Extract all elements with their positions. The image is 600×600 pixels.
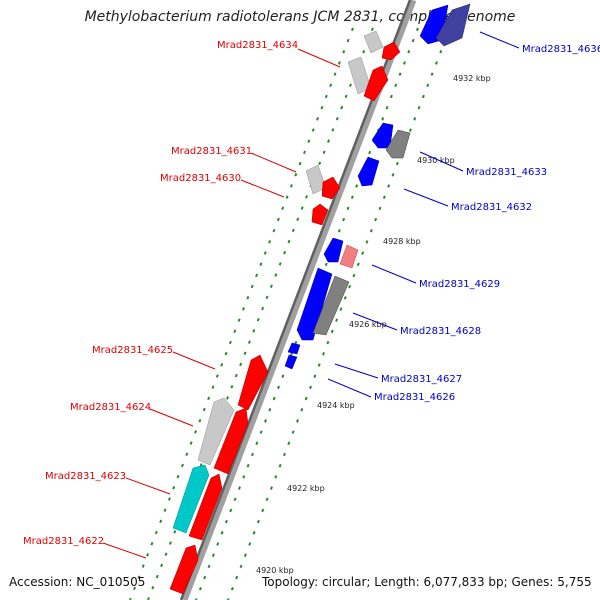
accession-text: Accession: NC_010505 [9, 575, 146, 589]
leader-4629 [371, 264, 417, 284]
gene-label-4629[interactable]: Mrad2831_4629 [419, 279, 500, 290]
leader-4634 [297, 48, 341, 68]
gene-block-4629a[interactable] [323, 237, 344, 263]
gene-label-4632[interactable]: Mrad2831_4632 [451, 202, 532, 213]
leader-4626 [327, 378, 372, 398]
gene-label-4626[interactable]: Mrad2831_4626 [374, 392, 455, 403]
gene-label-4636[interactable]: Mrad2831_4636 [522, 44, 600, 55]
gene-block-4623b[interactable] [188, 473, 223, 541]
gene-block-4632[interactable] [357, 156, 380, 187]
scale-label: 4922 kbp [287, 484, 325, 493]
gene-label-4627[interactable]: Mrad2831_4627 [381, 374, 462, 385]
gene-labels: Mrad2831_4634 Mrad2831_4636 Mrad2831_463… [23, 40, 600, 547]
scale-label: 4930 kbp [417, 156, 455, 165]
gene-label-4625[interactable]: Mrad2831_4625 [92, 345, 173, 356]
gene-label-4622[interactable]: Mrad2831_4622 [23, 536, 104, 547]
gene-label-4630[interactable]: Mrad2831_4630 [160, 173, 241, 184]
gene-block-4634a[interactable] [363, 30, 384, 54]
leader-4633 [419, 151, 464, 172]
leader-4623 [125, 477, 171, 495]
scale-label: 4932 kbp [453, 74, 491, 83]
gene-block-4629[interactable] [339, 244, 359, 269]
gene-block-4628a[interactable] [296, 267, 333, 341]
gene-block-4634b[interactable] [381, 41, 401, 61]
scale-label: 4924 kbp [317, 401, 355, 410]
leader-4625 [172, 351, 216, 370]
gene-block-4623[interactable] [172, 464, 210, 534]
leader-4632 [403, 188, 449, 207]
gene-block-4627[interactable] [287, 342, 301, 355]
gene-block-4630[interactable] [311, 203, 329, 226]
genes-plus-strand [169, 30, 401, 595]
leader-4630 [240, 179, 285, 198]
leader-4622 [102, 542, 147, 559]
gene-label-4631[interactable]: Mrad2831_4631 [171, 146, 252, 157]
gene-label-4628[interactable]: Mrad2831_4628 [400, 326, 481, 337]
scale-labels: 4932 kbp 4930 kbp 4928 kbp 4926 kbp 4924… [256, 74, 491, 575]
leader-4631 [250, 152, 297, 173]
gene-block-4633[interactable] [385, 129, 411, 159]
gene-label-4633[interactable]: Mrad2831_4633 [466, 167, 547, 178]
gene-block-4624[interactable] [213, 407, 249, 475]
scale-label: 4926 kbp [349, 320, 387, 329]
gene-block-4630a[interactable] [321, 176, 341, 200]
gene-block-4636[interactable] [435, 3, 471, 47]
genes-minus-strand [284, 3, 471, 370]
leader-4627 [334, 363, 379, 379]
guide-outer-right [227, 27, 451, 600]
leader-4636 [479, 31, 520, 49]
gene-label-4623[interactable]: Mrad2831_4623 [45, 471, 126, 482]
gene-block-4628[interactable] [312, 275, 350, 336]
gene-block-4634c[interactable] [363, 65, 389, 102]
gene-label-4624[interactable]: Mrad2831_4624 [70, 402, 151, 413]
gene-label-4634[interactable]: Mrad2831_4634 [217, 40, 298, 51]
gene-block-4626[interactable] [284, 354, 298, 370]
genome-summary-text: Topology: circular; Length: 6,077,833 bp… [262, 575, 592, 589]
scale-label: 4928 kbp [383, 237, 421, 246]
scale-label: 4920 kbp [256, 566, 294, 575]
gene-block-4625[interactable] [237, 354, 269, 411]
label-leaders [102, 31, 520, 559]
leader-4624 [149, 408, 194, 427]
gene-block-4633a[interactable] [371, 122, 394, 149]
gene-block-4622[interactable] [169, 544, 199, 595]
gene-block-4624a[interactable] [197, 397, 235, 466]
leader-4628 [352, 312, 398, 331]
